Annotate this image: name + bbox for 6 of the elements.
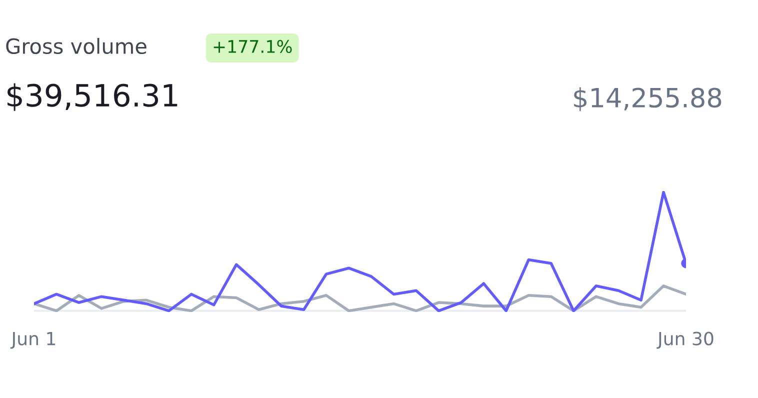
x-tick-label: Jun 1	[10, 332, 56, 349]
text: +177.1%	[214, 40, 292, 54]
x-tick-label: Jun 30	[656, 332, 714, 349]
chart-title: Gross volume	[6, 38, 146, 54]
text: $14,255.88	[574, 87, 722, 112]
text: $39,516.31	[8, 83, 178, 111]
